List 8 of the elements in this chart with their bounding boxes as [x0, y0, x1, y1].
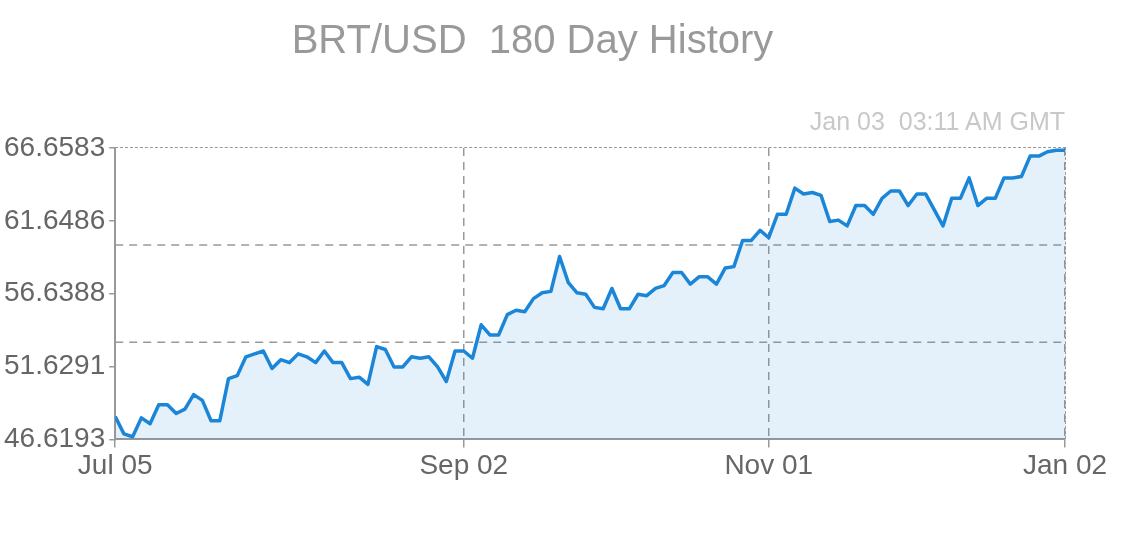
chart-title: BRT/USD 180 Day History: [291, 17, 774, 62]
x-tick-label: Nov 01: [724, 448, 814, 480]
x-tick-label: Jan 02: [1022, 448, 1108, 480]
x-tick-label: Sep 02: [419, 448, 509, 480]
y-tick-label: 61.6486: [3, 203, 106, 235]
y-tick-label: 56.6388: [3, 276, 106, 308]
y-tick-label: 51.6291: [3, 349, 106, 381]
y-tick-label: 66.6583: [3, 130, 106, 162]
